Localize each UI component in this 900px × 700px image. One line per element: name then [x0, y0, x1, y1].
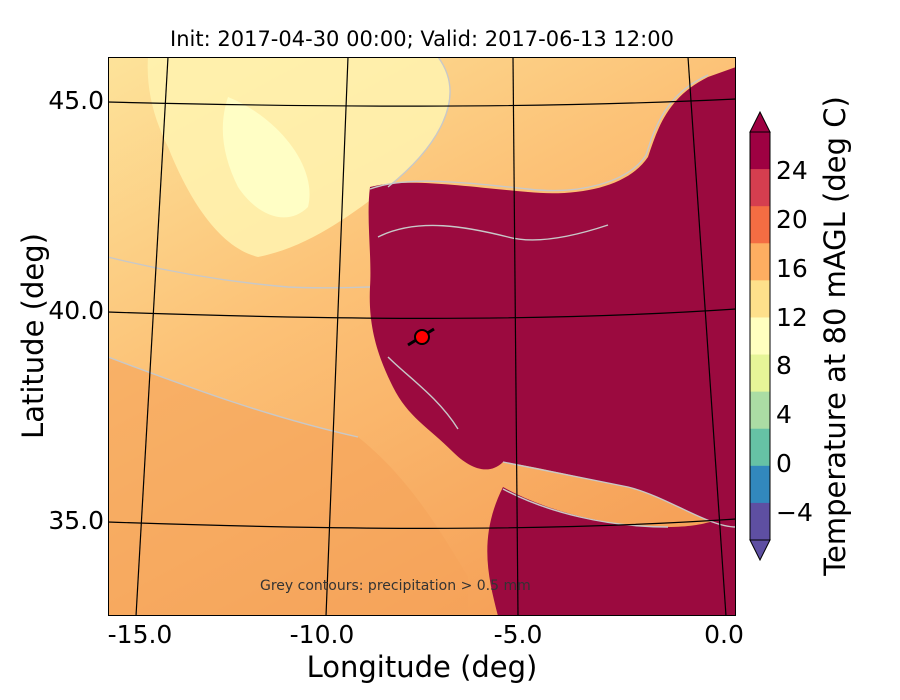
contour-line: [108, 256, 371, 289]
colorbar-tick: 16: [776, 254, 808, 283]
colorbar-band: [750, 428, 770, 467]
colorbar-label: Temperature at 80 mAGL (deg C): [818, 96, 852, 576]
lon-tick-m10: -10.0: [289, 620, 355, 649]
colorbar-tick: 24: [776, 156, 808, 185]
lon-tick-m15: -15.0: [107, 620, 173, 649]
lon-tick-0: 0.0: [704, 620, 744, 649]
plot-title: Init: 2017-04-30 00:00; Valid: 2017-06-1…: [170, 27, 674, 51]
colorbar-extend-min: [749, 539, 771, 562]
iberia-land: [368, 67, 736, 527]
y-axis-label: Latitude (deg): [16, 233, 50, 439]
graticule-lon-0: [687, 57, 727, 616]
lat-tick-40: 40.0: [48, 296, 104, 325]
graticule-lat-35: [108, 518, 736, 529]
colorbar-tick: −4: [776, 498, 813, 527]
graticule-lon-m15: [135, 57, 169, 616]
colorbar-tick: 4: [776, 400, 792, 429]
colorbar-tick: 8: [776, 351, 792, 380]
warm-band: [108, 357, 468, 616]
lat-tick-45: 45.0: [48, 86, 104, 115]
colorbar-tick: 20: [776, 205, 808, 234]
north-africa-land: [487, 487, 736, 616]
colorbar-band: [750, 169, 770, 207]
map-area[interactable]: [108, 57, 736, 616]
cool-plume-inner: [222, 97, 310, 218]
colorbar-tick: 12: [776, 303, 808, 332]
colorbar-tick: 0: [776, 449, 792, 478]
site-marker: [414, 329, 430, 345]
contour-line: [369, 74, 709, 192]
colorbar-band: [750, 132, 770, 170]
colorbar-band: [750, 391, 770, 430]
contour-line: [387, 57, 451, 188]
contour-line: [387, 356, 459, 430]
contour-line: [377, 224, 609, 241]
colorbar-band: [750, 280, 770, 318]
contour-line: [502, 488, 669, 528]
colorbar-band: [750, 502, 770, 541]
contour-line: [502, 461, 736, 528]
contour-annotation: Grey contours: precipitation > 0.5 mm: [260, 578, 531, 594]
lat-tick-35: 35.0: [48, 506, 104, 535]
colorbar-band: [750, 243, 770, 281]
colorbar: [749, 110, 771, 562]
colorbar-extend-max: [749, 110, 771, 133]
colorbar-band: [750, 465, 770, 504]
colorbar-band: [750, 317, 770, 356]
lon-tick-m5: -5.0: [493, 620, 543, 649]
colorbar-band: [750, 206, 770, 244]
graticule-lat-40: [108, 308, 736, 319]
colorbar-band: [750, 354, 770, 393]
contour-line: [108, 356, 359, 438]
graticule-lon-m5: [512, 57, 519, 616]
x-axis-label: Longitude (deg): [306, 650, 538, 684]
cool-plume: [147, 57, 450, 257]
graticule-lon-m10: [325, 57, 349, 616]
graticule-lat-45: [108, 98, 736, 107]
